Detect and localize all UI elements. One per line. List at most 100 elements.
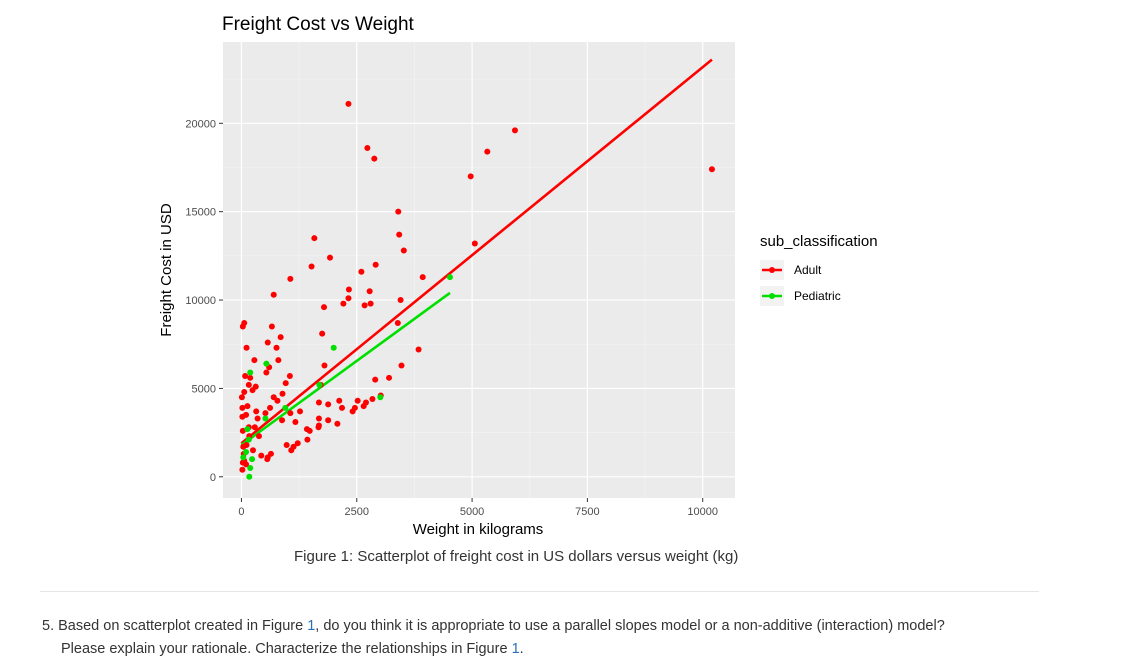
x-tick-label: 0: [238, 506, 244, 518]
adult-data-point: [258, 452, 265, 459]
legend-title: sub_classification: [760, 233, 878, 250]
adult-data-point: [471, 240, 478, 247]
adult-data-point: [340, 300, 347, 307]
question-5: 5. Based on scatterplot created in Figur…: [42, 615, 1042, 661]
adult-data-point: [339, 404, 346, 411]
pediatric-data-point: [244, 426, 251, 433]
scatterplot-chart: Freight Cost vs Weight 0 2500 5000 7500 1000…: [158, 14, 878, 538]
y-tick-label: 15000: [185, 207, 216, 219]
adult-data-point: [345, 286, 352, 293]
figure-caption: Figure 1: Scatterplot of freight cost in…: [294, 548, 739, 565]
adult-data-point: [263, 369, 270, 376]
adult-data-point: [277, 334, 284, 341]
adult-data-point: [361, 302, 368, 309]
legend-label-adult: Adult: [794, 263, 822, 277]
adult-data-point: [238, 394, 245, 401]
adult-data-point: [239, 427, 246, 434]
adult-data-point: [327, 254, 334, 261]
pediatric-data-point: [245, 436, 252, 443]
adult-data-point: [369, 396, 376, 403]
question-text-1a: Based on scatterplot created in Figure: [58, 618, 308, 634]
adult-data-point: [395, 208, 402, 215]
y-tick-label: 5000: [192, 383, 216, 395]
adult-data-point: [366, 288, 373, 295]
pediatric-data-point: [243, 449, 250, 456]
figure-reference-link-1[interactable]: 1: [307, 618, 316, 634]
adult-data-point: [319, 330, 326, 337]
regression-lines: [240, 58, 713, 447]
adult-data-point: [267, 450, 274, 457]
pediatric-data-point: [446, 274, 453, 281]
legend-dot-adult: [769, 267, 775, 273]
adult-data-point: [279, 417, 286, 424]
legend-dot-pediatric: [769, 293, 775, 299]
adult-data-point: [511, 127, 518, 134]
axis-ticks: 0 2500 5000 7500 10000 0 5000 10000 15000 20000: [185, 118, 718, 518]
question-text-2a: Please explain your rationale. Character…: [61, 641, 512, 657]
adult-data-point: [245, 381, 252, 388]
adult-data-point: [270, 291, 277, 298]
adult-data-point: [251, 424, 258, 431]
adult-data-point: [292, 419, 299, 425]
adult-data-point: [283, 441, 290, 448]
adult-data-point: [287, 275, 294, 282]
adult-data-point: [415, 346, 422, 353]
adult-data-point: [345, 295, 352, 302]
adult-data-point: [311, 235, 318, 242]
adult-data-point: [273, 344, 280, 351]
figure-reference-link-2[interactable]: 1: [511, 641, 520, 657]
adult-data-point: [367, 300, 374, 307]
adult-data-point: [386, 374, 393, 381]
chart-title: Freight Cost vs Weight: [222, 14, 415, 35]
question-text-1b: , do you think it is appropriate to use …: [315, 618, 945, 634]
adult-data-point: [334, 420, 341, 427]
adult-data-point: [268, 323, 275, 330]
adult-data-point: [351, 404, 358, 411]
adult-data-point: [364, 145, 371, 152]
adult-data-point: [244, 403, 251, 410]
legend-label-pediatric: Pediatric: [794, 289, 841, 303]
adult-data-point: [394, 320, 401, 327]
adult-data-point: [241, 388, 248, 395]
adult-data-point: [254, 415, 261, 422]
pediatric-data-point: [316, 381, 323, 388]
adult-data-point: [287, 410, 294, 417]
adult-data-point: [247, 374, 254, 381]
adult-data-point: [249, 447, 256, 454]
adult-data-point: [275, 357, 282, 364]
y-tick-label: 0: [210, 472, 216, 484]
adult-data-point: [398, 362, 405, 369]
adult-data-point: [255, 433, 262, 440]
adult-data-point: [315, 422, 322, 429]
adult-data-point: [243, 441, 250, 448]
pediatric-data-point: [377, 394, 384, 401]
adult-regression-line: [240, 58, 713, 445]
question-text-2b: .: [519, 641, 524, 657]
adult-data-point: [354, 397, 361, 404]
adult-data-point: [306, 427, 313, 434]
x-tick-label: 10000: [687, 506, 718, 518]
pediatric-regression-line: [240, 291, 451, 447]
question-line-1: 5. Based on scatterplot created in Figur…: [42, 615, 1042, 638]
adult-data-point: [336, 397, 343, 404]
adult-data-point: [262, 410, 269, 417]
adult-data-point: [264, 339, 271, 346]
adult-data-point: [315, 399, 322, 406]
adult-data-point: [243, 411, 250, 418]
adult-data-point: [308, 263, 315, 270]
adult-data-point: [304, 436, 311, 443]
y-axis-label: Freight Cost in USD: [158, 203, 175, 337]
adult-data-point: [274, 397, 281, 404]
adult-data-point: [371, 155, 378, 162]
pediatric-data-point: [246, 473, 253, 480]
grid-lines: [223, 42, 735, 498]
y-tick-label: 10000: [185, 295, 216, 307]
adult-data-point: [239, 466, 246, 473]
adult-data-point: [396, 231, 403, 238]
x-tick-label: 2500: [345, 506, 369, 518]
legend: sub_classification Adult Pediatric: [760, 233, 878, 306]
adult-data-point: [279, 390, 286, 397]
adult-data-point: [419, 274, 426, 281]
adult-data-point: [400, 247, 407, 254]
adult-data-point: [286, 373, 293, 380]
